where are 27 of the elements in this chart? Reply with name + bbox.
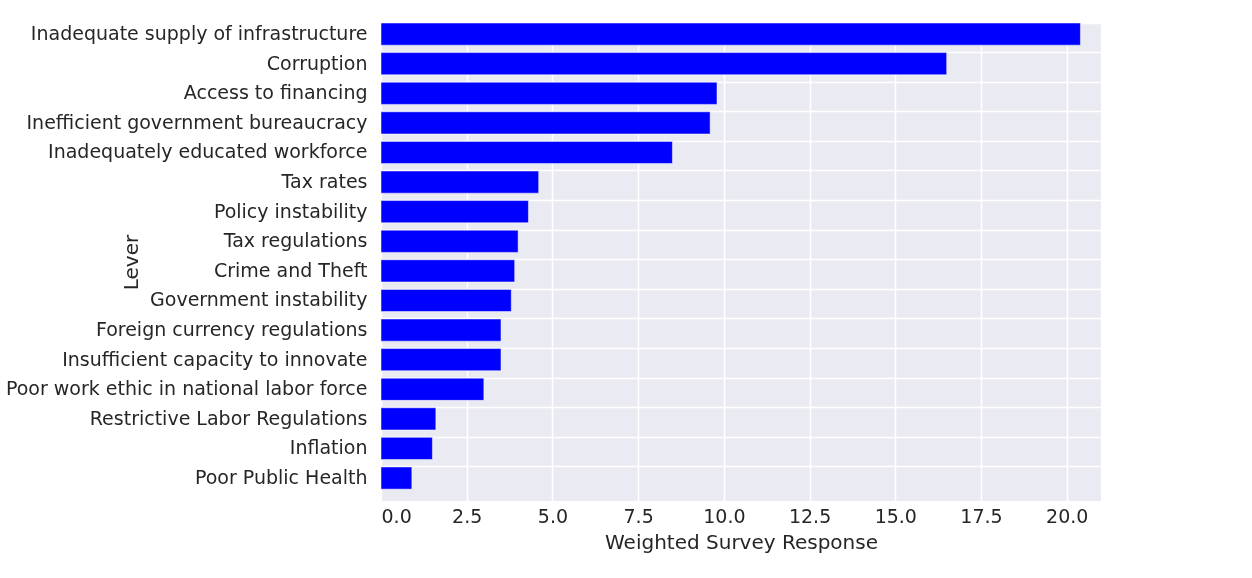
y-tick-label: Foreign currency regulations bbox=[95, 318, 368, 341]
y-tick-label: Crime and Theft bbox=[213, 258, 368, 281]
x-tick-label: 20.0 bbox=[1046, 504, 1089, 527]
y-tick-label: Access to financing bbox=[183, 81, 368, 104]
y-tick-label: Policy instability bbox=[213, 199, 368, 222]
x-tick-label: 7.5 bbox=[623, 504, 654, 527]
y-tick-label: Inefficient government bureaucracy bbox=[26, 110, 368, 133]
x-tick-label: 10.0 bbox=[703, 504, 746, 527]
y-tick-label: Poor work ethic in national labor force bbox=[5, 377, 368, 400]
x-tick-label: 15.0 bbox=[874, 504, 917, 527]
y-tick-label: Restrictive Labor Regulations bbox=[89, 406, 368, 429]
y-tick-label: Inadequately educated workforce bbox=[48, 140, 368, 163]
x-axis-title: Weighted Survey Response bbox=[604, 529, 879, 554]
x-tick-label: 0.0 bbox=[381, 504, 412, 527]
y-tick-label: Government instability bbox=[150, 288, 368, 311]
x-tick-label: 2.5 bbox=[452, 504, 483, 527]
y-tick-label: Corruption bbox=[266, 51, 368, 74]
x-tick-label: 17.5 bbox=[960, 504, 1003, 527]
y-tick-label: Inflation bbox=[289, 436, 368, 459]
y-axis-title: Lever bbox=[118, 234, 143, 291]
y-tick-label: Tax rates bbox=[280, 170, 368, 193]
y-tick-label: Poor Public Health bbox=[194, 466, 368, 489]
x-tick-label: 12.5 bbox=[788, 504, 832, 527]
y-tick-label: Insufficient capacity to innovate bbox=[62, 347, 368, 370]
y-tick-label: Inadequate supply of infrastructure bbox=[30, 22, 368, 45]
y-tick-label: Tax regulations bbox=[222, 229, 368, 252]
x-tick-label: 5.0 bbox=[537, 504, 569, 527]
